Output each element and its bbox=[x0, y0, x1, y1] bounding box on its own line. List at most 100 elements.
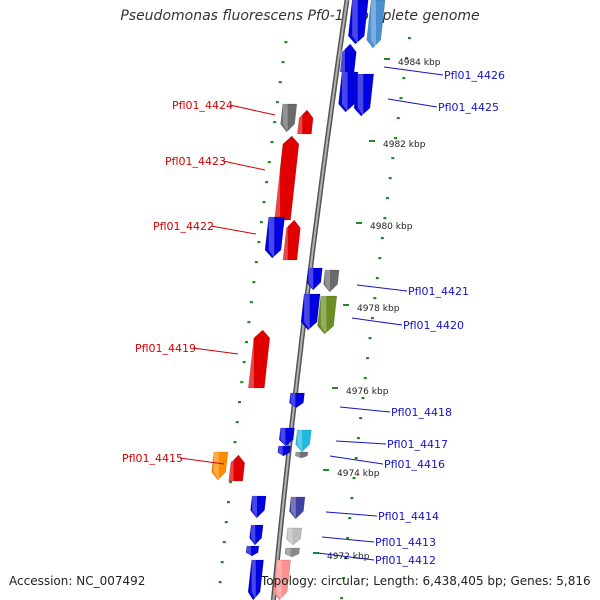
leader-line-right bbox=[321, 536, 375, 543]
gene-label-right: Pfl01_4416 bbox=[384, 458, 445, 471]
leader-line-right bbox=[387, 98, 438, 108]
gene-pfl01-4418-body bbox=[289, 392, 305, 409]
ruler-tick-mark bbox=[313, 552, 319, 554]
gene-pfl01-4424-body bbox=[280, 103, 298, 133]
gene-pfl01-4425 bbox=[338, 71, 359, 113]
leader-line-right bbox=[383, 66, 444, 76]
gene-pfl01-4425-b-shade bbox=[357, 74, 364, 116]
gene-label-left: Pfl01_4424 bbox=[172, 99, 233, 112]
inner-tick-mark bbox=[254, 261, 258, 264]
gene-pfl01-4415-body bbox=[228, 454, 245, 482]
inner-tick-mark bbox=[247, 321, 251, 324]
outer-tick-mark bbox=[396, 117, 400, 120]
outer-tick-mark bbox=[391, 157, 395, 160]
gene-pfl01-4417-body bbox=[295, 429, 312, 453]
gene-pfl01-4423-shade bbox=[274, 136, 281, 220]
outer-tick-mark bbox=[344, 557, 348, 560]
leader-line-right bbox=[325, 511, 378, 517]
gene-top-outer-2-shade bbox=[371, 0, 376, 48]
inner-tick-mark bbox=[242, 361, 246, 364]
inner-tick-mark bbox=[218, 581, 222, 584]
gene-pfl01-4426-shade bbox=[340, 44, 345, 72]
gene-pfl01-4426 bbox=[339, 43, 357, 73]
inner-tick-mark bbox=[252, 281, 256, 284]
gene-pfl01-4425-shade bbox=[342, 72, 348, 112]
gene-pfl01-4414-inner bbox=[250, 495, 267, 519]
ruler-label: 4978 kbp bbox=[357, 304, 400, 314]
gene-top-outer-2-body bbox=[366, 0, 386, 49]
gene-pfl01-4417-blue bbox=[278, 427, 295, 447]
inner-tick-mark bbox=[262, 201, 266, 204]
gene-pfl01-4416-blue-body bbox=[277, 445, 291, 457]
gene-pfl01-4416 bbox=[295, 451, 309, 459]
gene-pfl01-4413-inner bbox=[249, 524, 264, 546]
outer-tick-mark bbox=[361, 397, 365, 400]
gene-pfl01-4425-b-body bbox=[353, 73, 374, 117]
inner-tick-mark bbox=[259, 221, 263, 224]
leader-line-right bbox=[317, 552, 375, 561]
outer-tick-mark bbox=[354, 457, 358, 460]
map-title: Pseudomonas fluorescens Pf0-1, complete … bbox=[120, 8, 480, 24]
gene-pfl01-4415-shade bbox=[228, 455, 234, 481]
outer-tick-mark bbox=[388, 177, 392, 180]
accession-label: Accession: NC_007492 bbox=[9, 574, 146, 588]
outer-tick-mark bbox=[378, 257, 382, 260]
gene-pfl01-4415-orange bbox=[211, 451, 229, 481]
gene-top-outer-1-body bbox=[348, 0, 369, 45]
gene-pfl01-4420-blue-shade bbox=[304, 294, 310, 330]
gene-top-outer-1 bbox=[348, 0, 369, 45]
outer-tick-mark bbox=[350, 497, 354, 500]
inner-tick-mark bbox=[229, 481, 233, 484]
leader-line-right bbox=[351, 317, 403, 326]
inner-tick-mark bbox=[224, 521, 228, 524]
leader-line-right bbox=[335, 440, 387, 445]
gene-pfl01-4413-shade bbox=[287, 528, 293, 545]
gene-pfl01-4416-body bbox=[295, 451, 309, 459]
outer-tick-mark bbox=[359, 417, 363, 420]
gene-pfl01-4421-blue bbox=[306, 267, 323, 291]
outer-tick-mark bbox=[352, 477, 356, 480]
gene-pfl01-4417-blue-body bbox=[278, 427, 295, 447]
gene-pfl01-4422-body bbox=[282, 219, 301, 261]
outer-tick-mark bbox=[356, 437, 360, 440]
leader-line-left bbox=[229, 104, 276, 116]
gene-pfl01-4418 bbox=[289, 392, 305, 409]
gene-pfl01-4419-body bbox=[248, 329, 271, 389]
inner-tick-mark bbox=[245, 341, 249, 344]
outer-tick-mark bbox=[375, 277, 379, 280]
gene-pfl01-4415 bbox=[228, 454, 245, 482]
gene-pfl01-4413-inner-shade bbox=[251, 525, 256, 545]
gene-pfl01-4416-blue-shade bbox=[278, 446, 283, 456]
ruler-tick-mark bbox=[356, 222, 362, 224]
inner-tick-mark bbox=[240, 381, 244, 384]
leader-line-left bbox=[222, 160, 266, 171]
inner-tick-mark bbox=[237, 401, 241, 404]
gene-pfl01-4418-shade bbox=[290, 393, 296, 408]
gene-pfl01-4412-shade bbox=[285, 548, 291, 557]
gene-pfl01-4412 bbox=[284, 547, 300, 558]
gene-pfl01-4414 bbox=[289, 496, 306, 520]
gene-pfl01-4412-inner-shade bbox=[246, 546, 252, 556]
topology-info: Topology: circular; Length: 6,438,405 bp… bbox=[261, 574, 591, 588]
gene-pfl01-4413-body bbox=[286, 527, 302, 546]
gene-bottom-outer bbox=[272, 559, 291, 600]
inner-tick-mark bbox=[270, 141, 274, 144]
outer-tick-mark bbox=[368, 337, 372, 340]
inner-tick-mark bbox=[267, 161, 271, 164]
outer-tick-mark bbox=[380, 237, 384, 240]
gene-pfl01-4420-blue-body bbox=[300, 293, 321, 331]
gene-pfl01-4414-inner-body bbox=[250, 495, 267, 519]
outer-tick-mark bbox=[386, 197, 390, 200]
gene-bottom-outer-shade bbox=[276, 560, 282, 600]
gene-top-outer-2 bbox=[366, 0, 386, 49]
ruler-label: 4984 kbp bbox=[398, 58, 441, 68]
leader-line-left bbox=[210, 225, 257, 235]
outer-tick-mark bbox=[407, 37, 411, 40]
inner-tick-mark bbox=[273, 121, 277, 124]
gene-pfl01-4425-b bbox=[353, 73, 374, 117]
outer-tick-mark bbox=[366, 357, 370, 360]
leader-line-right bbox=[329, 455, 384, 465]
gene-label-right: Pfl01_4412 bbox=[375, 554, 436, 567]
outer-tick-mark bbox=[405, 57, 409, 60]
